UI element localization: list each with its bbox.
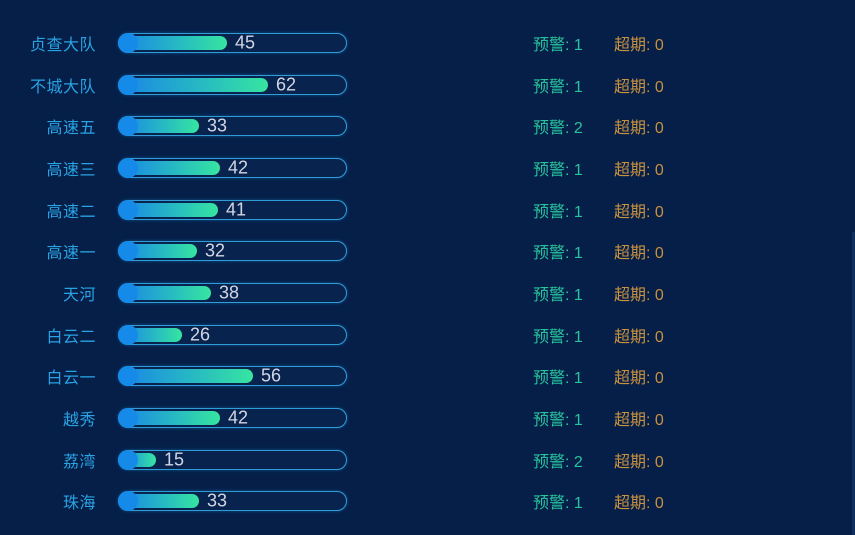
alert-count: 预警: 2 bbox=[533, 453, 583, 471]
progress-start-dot bbox=[118, 199, 138, 220]
table-row: 高速二 41 预警: 1 超期: 0 bbox=[0, 189, 855, 231]
overdue-count: 超期: 0 bbox=[614, 78, 664, 96]
table-row: 越秀 42 预警: 1 超期: 0 bbox=[0, 397, 855, 439]
row-label: 高速三 bbox=[46, 161, 96, 179]
bar-chart: 贞查大队 45 预警: 1 超期: 0 不城大队 62 预警: 1 超期: 0 … bbox=[0, 22, 855, 523]
progress-start-dot bbox=[118, 449, 138, 470]
table-row: 高速一 32 预警: 1 超期: 0 bbox=[0, 230, 855, 272]
progress-start-dot bbox=[118, 116, 138, 137]
alert-count: 预警: 1 bbox=[533, 412, 583, 430]
overdue-count: 超期: 0 bbox=[614, 412, 664, 430]
overdue-count: 超期: 0 bbox=[614, 370, 664, 388]
overdue-count: 超期: 0 bbox=[614, 161, 664, 179]
row-label: 贞查大队 bbox=[29, 36, 96, 54]
alert-count: 预警: 1 bbox=[533, 328, 583, 346]
progress-value: 33 bbox=[207, 490, 228, 511]
row-label: 高速五 bbox=[46, 120, 96, 138]
progress-bar: 56 bbox=[118, 365, 347, 387]
progress-bar: 41 bbox=[118, 199, 347, 220]
progress-bar: 15 bbox=[118, 449, 347, 470]
progress-fill bbox=[121, 285, 211, 300]
progress-value: 45 bbox=[235, 32, 256, 53]
progress-start-dot bbox=[118, 324, 138, 345]
progress-value: 42 bbox=[228, 407, 249, 428]
overdue-count: 超期: 0 bbox=[614, 453, 664, 471]
alert-count: 预警: 1 bbox=[533, 286, 583, 304]
progress-fill bbox=[121, 369, 253, 384]
progress-value: 41 bbox=[226, 199, 247, 220]
alert-count: 预警: 1 bbox=[533, 78, 583, 96]
table-row: 白云一 56 预警: 1 超期: 0 bbox=[0, 356, 855, 398]
progress-bar: 26 bbox=[118, 324, 347, 345]
progress-start-dot bbox=[118, 241, 138, 262]
alert-count: 预警: 1 bbox=[533, 495, 583, 513]
progress-start-dot bbox=[118, 32, 138, 53]
progress-value: 26 bbox=[190, 324, 211, 345]
row-label: 高速二 bbox=[46, 203, 96, 221]
progress-fill bbox=[121, 202, 218, 217]
alert-count: 预警: 1 bbox=[533, 370, 583, 388]
progress-start-dot bbox=[118, 366, 138, 387]
progress-fill bbox=[121, 35, 227, 50]
overdue-count: 超期: 0 bbox=[614, 245, 664, 263]
progress-value: 42 bbox=[228, 157, 249, 178]
progress-fill bbox=[121, 411, 220, 426]
overdue-count: 超期: 0 bbox=[614, 120, 664, 138]
progress-start-dot bbox=[118, 491, 138, 512]
progress-start-dot bbox=[118, 408, 138, 429]
progress-bar: 42 bbox=[118, 157, 347, 178]
progress-fill bbox=[121, 244, 197, 259]
table-row: 高速三 42 预警: 1 超期: 0 bbox=[0, 147, 855, 189]
alert-count: 预警: 1 bbox=[533, 36, 583, 54]
progress-bar: 62 bbox=[118, 74, 347, 95]
row-label: 荔湾 bbox=[62, 453, 96, 471]
alert-count: 预警: 2 bbox=[533, 120, 583, 138]
progress-start-dot bbox=[118, 157, 138, 178]
overdue-count: 超期: 0 bbox=[614, 328, 664, 346]
progress-fill bbox=[121, 494, 199, 509]
progress-fill bbox=[121, 119, 199, 134]
row-label: 珠海 bbox=[62, 495, 96, 513]
row-label: 白云二 bbox=[46, 328, 96, 346]
progress-value: 38 bbox=[219, 282, 240, 303]
table-row: 白云二 26 预警: 1 超期: 0 bbox=[0, 314, 855, 356]
alert-count: 预警: 1 bbox=[533, 203, 583, 221]
progress-value: 15 bbox=[164, 449, 185, 470]
overdue-count: 超期: 0 bbox=[614, 495, 664, 513]
row-label: 越秀 bbox=[62, 412, 96, 430]
progress-value: 32 bbox=[205, 240, 226, 261]
alert-count: 预警: 1 bbox=[533, 161, 583, 179]
progress-fill bbox=[121, 77, 268, 92]
progress-value: 56 bbox=[261, 365, 282, 386]
table-row: 贞查大队 45 预警: 1 超期: 0 bbox=[0, 22, 855, 64]
right-edge-divider bbox=[852, 232, 855, 535]
progress-bar: 32 bbox=[118, 240, 347, 262]
alert-count: 预警: 1 bbox=[533, 245, 583, 263]
overdue-count: 超期: 0 bbox=[614, 36, 664, 54]
table-row: 高速五 33 预警: 2 超期: 0 bbox=[0, 105, 855, 147]
progress-bar: 42 bbox=[118, 407, 347, 429]
progress-fill bbox=[121, 160, 220, 175]
progress-bar: 38 bbox=[118, 282, 347, 303]
overdue-count: 超期: 0 bbox=[614, 286, 664, 304]
table-row: 荔湾 15 预警: 2 超期: 0 bbox=[0, 439, 855, 481]
progress-start-dot bbox=[118, 282, 138, 303]
table-row: 珠海 33 预警: 1 超期: 0 bbox=[0, 481, 855, 523]
overdue-count: 超期: 0 bbox=[614, 203, 664, 221]
progress-start-dot bbox=[118, 74, 138, 95]
row-label: 不城大队 bbox=[29, 78, 96, 96]
row-label: 天河 bbox=[62, 286, 96, 304]
row-label: 高速一 bbox=[46, 245, 96, 263]
progress-value: 33 bbox=[207, 115, 228, 136]
progress-bar: 33 bbox=[118, 115, 347, 137]
table-row: 天河 38 预警: 1 超期: 0 bbox=[0, 272, 855, 314]
progress-value: 62 bbox=[276, 74, 297, 95]
row-label: 白云一 bbox=[46, 370, 96, 388]
progress-bar: 45 bbox=[118, 32, 347, 53]
table-row: 不城大队 62 预警: 1 超期: 0 bbox=[0, 64, 855, 106]
progress-bar: 33 bbox=[118, 490, 347, 512]
